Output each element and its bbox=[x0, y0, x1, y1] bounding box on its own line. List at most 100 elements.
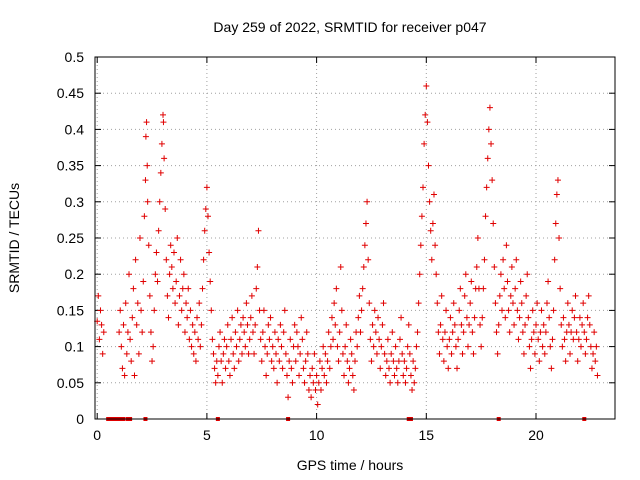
data-point bbox=[513, 256, 520, 263]
data-point bbox=[391, 372, 398, 379]
data-point bbox=[594, 372, 601, 379]
y-tick-label: 0 bbox=[76, 411, 84, 427]
data-point bbox=[315, 379, 322, 386]
data-point bbox=[489, 177, 496, 184]
data-point bbox=[215, 343, 222, 350]
data-point bbox=[138, 307, 145, 314]
data-point bbox=[344, 358, 351, 365]
data-point bbox=[173, 278, 180, 285]
data-point bbox=[572, 292, 579, 299]
data-point bbox=[458, 321, 465, 328]
data-point bbox=[490, 220, 497, 227]
data-point bbox=[124, 329, 131, 336]
data-point bbox=[100, 329, 107, 336]
data-point bbox=[506, 329, 513, 336]
data-point bbox=[559, 343, 566, 350]
data-point bbox=[292, 358, 299, 365]
data-point bbox=[372, 329, 379, 336]
data-point bbox=[375, 314, 382, 321]
data-point bbox=[333, 285, 340, 292]
data-point bbox=[429, 220, 436, 227]
data-point bbox=[188, 343, 195, 350]
data-point bbox=[129, 314, 136, 321]
data-point bbox=[436, 350, 443, 357]
data-point bbox=[383, 358, 390, 365]
data-point bbox=[432, 242, 439, 249]
data-point bbox=[297, 350, 304, 357]
data-point bbox=[336, 329, 343, 336]
data-point bbox=[388, 350, 395, 357]
data-point bbox=[169, 285, 176, 292]
data-point bbox=[208, 307, 215, 314]
x-tick-label: 15 bbox=[419, 427, 435, 443]
data-point bbox=[413, 343, 420, 350]
data-point bbox=[222, 365, 229, 372]
data-point bbox=[160, 119, 167, 126]
data-point bbox=[343, 321, 350, 328]
data-point bbox=[451, 321, 458, 328]
data-point bbox=[393, 365, 400, 372]
data-point bbox=[426, 198, 433, 205]
data-point bbox=[217, 329, 224, 336]
data-point bbox=[593, 343, 600, 350]
data-point bbox=[146, 292, 153, 299]
data-point bbox=[359, 285, 366, 292]
data-point bbox=[473, 263, 480, 270]
data-point bbox=[345, 379, 352, 386]
data-point bbox=[439, 336, 446, 343]
data-point bbox=[267, 314, 274, 321]
data-point bbox=[254, 263, 261, 270]
data-point bbox=[418, 213, 425, 220]
data-point bbox=[127, 336, 134, 343]
data-point bbox=[441, 329, 448, 336]
chart-title: Day 259 of 2022, SRMTID for receiver p04… bbox=[213, 19, 486, 35]
data-point bbox=[416, 271, 423, 278]
data-point bbox=[399, 350, 406, 357]
y-tick-label: 0.1 bbox=[65, 339, 85, 355]
data-point bbox=[485, 126, 492, 133]
data-point bbox=[218, 358, 225, 365]
data-point bbox=[308, 394, 315, 401]
data-point bbox=[546, 314, 553, 321]
data-point bbox=[591, 329, 598, 336]
data-point bbox=[136, 235, 143, 241]
data-point bbox=[154, 278, 161, 285]
data-point bbox=[534, 300, 541, 307]
data-point bbox=[592, 358, 599, 365]
data-point bbox=[536, 358, 543, 365]
data-point bbox=[519, 329, 526, 336]
data-point bbox=[511, 321, 518, 328]
data-point bbox=[240, 314, 247, 321]
data-point bbox=[518, 300, 525, 307]
data-point bbox=[97, 307, 104, 314]
data-point bbox=[554, 177, 561, 184]
data-point bbox=[163, 256, 170, 263]
data-point bbox=[464, 343, 471, 350]
data-point bbox=[287, 336, 294, 343]
data-point bbox=[279, 365, 286, 372]
data-point bbox=[360, 263, 367, 270]
data-point bbox=[481, 256, 488, 263]
data-point bbox=[466, 321, 473, 328]
data-point bbox=[474, 235, 481, 241]
data-point bbox=[389, 329, 396, 336]
data-point bbox=[120, 321, 127, 328]
data-point bbox=[299, 336, 306, 343]
data-point bbox=[524, 271, 531, 278]
data-point bbox=[121, 372, 128, 379]
data-point bbox=[354, 343, 361, 350]
data-point bbox=[531, 350, 538, 357]
data-point bbox=[312, 387, 319, 394]
data-point bbox=[281, 307, 288, 314]
data-point bbox=[430, 191, 437, 198]
data-point bbox=[462, 271, 469, 278]
data-point bbox=[323, 379, 330, 386]
data-point bbox=[362, 220, 369, 227]
data-point bbox=[155, 227, 162, 234]
data-point bbox=[189, 321, 196, 328]
data-point bbox=[141, 213, 148, 220]
data-point bbox=[128, 358, 135, 365]
data-point bbox=[341, 372, 348, 379]
axis-ticks: 0 0.05 0.1 0.15 0.2 0.25 0.3 0.35 0.4 0.45 0.5 0 5 10… bbox=[57, 49, 615, 443]
data-point bbox=[259, 329, 266, 336]
